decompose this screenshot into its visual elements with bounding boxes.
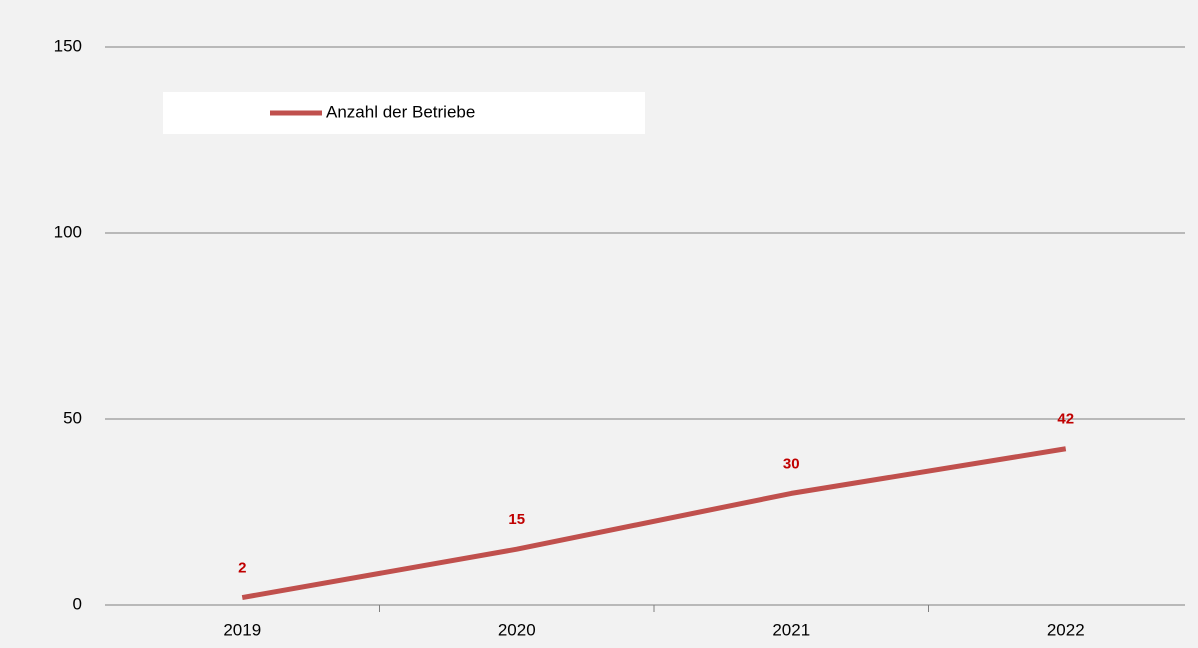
legend-label: Anzahl der Betriebe <box>326 102 475 121</box>
legend-box <box>163 92 645 134</box>
y-tick-label: 0 <box>73 594 82 613</box>
y-tick-label: 100 <box>54 222 82 241</box>
y-tick-label: 50 <box>63 408 82 427</box>
data-label: 2 <box>238 560 246 577</box>
data-label: 30 <box>783 455 800 472</box>
x-tick-label: 2019 <box>223 620 261 639</box>
line <box>241 446 1067 601</box>
data-label: 42 <box>1057 411 1074 428</box>
y-tick-label: 150 <box>54 36 82 55</box>
x-tick-label: 2020 <box>498 620 536 639</box>
x-tick-label: 2021 <box>772 620 810 639</box>
data-label: 15 <box>508 511 525 528</box>
x-tick-label: 2022 <box>1047 620 1085 639</box>
